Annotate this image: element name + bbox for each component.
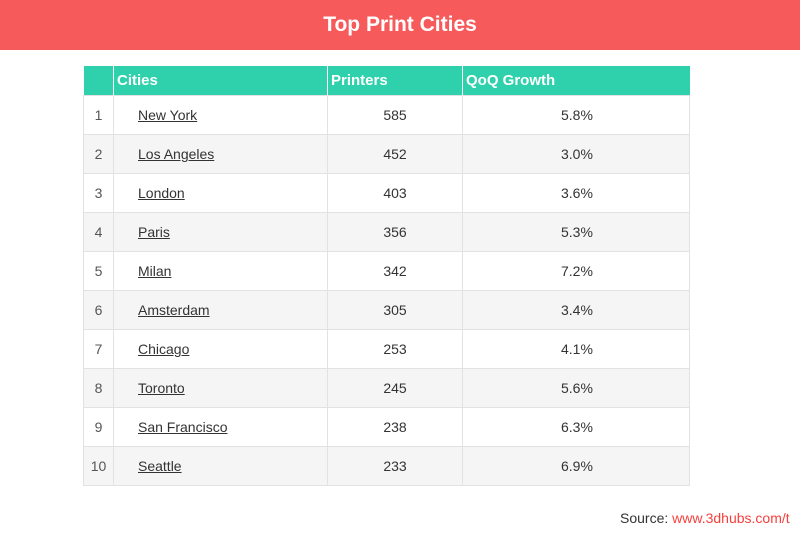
growth-cell: 5.6% <box>462 368 690 408</box>
city-link[interactable]: Amsterdam <box>138 302 210 318</box>
city-link[interactable]: London <box>138 185 185 201</box>
table-row: 8 Toronto 245 5.6% <box>83 368 690 408</box>
city-link[interactable]: Los Angeles <box>138 146 215 162</box>
table-row: 2 Los Angeles 452 3.0% <box>83 134 690 174</box>
source-link[interactable]: www.3dhubs.com/t <box>672 510 790 526</box>
city-cell: Paris <box>113 212 328 252</box>
column-header-growth[interactable]: QoQ Growth <box>462 66 690 96</box>
rank-cell: 1 <box>83 95 114 135</box>
city-link[interactable]: Paris <box>138 224 170 240</box>
printers-cell: 452 <box>327 134 463 174</box>
source-label: Source: <box>620 510 669 526</box>
printers-cell: 585 <box>327 95 463 135</box>
rank-cell: 5 <box>83 251 114 291</box>
rank-cell: 4 <box>83 212 114 252</box>
growth-cell: 6.9% <box>462 446 690 486</box>
printers-cell: 305 <box>327 290 463 330</box>
source-note: Source: www.3dhubs.com/t <box>620 510 790 526</box>
rank-cell: 2 <box>83 134 114 174</box>
growth-cell: 6.3% <box>462 407 690 447</box>
page-header: Top Print Cities <box>0 0 800 50</box>
table-body: 1 New York 585 5.8% 2 Los Angeles 452 3.0% 3 Lond… <box>83 95 690 486</box>
city-cell: Chicago <box>113 329 328 369</box>
city-link[interactable]: Chicago <box>138 341 190 357</box>
city-link[interactable]: New York <box>138 107 198 123</box>
city-link[interactable]: Seattle <box>138 458 182 474</box>
growth-cell: 4.1% <box>462 329 690 369</box>
city-link[interactable]: San Francisco <box>138 419 228 435</box>
printers-cell: 233 <box>327 446 463 486</box>
printers-cell: 356 <box>327 212 463 252</box>
column-header-rank <box>83 66 114 96</box>
page-title: Top Print Cities <box>323 13 477 36</box>
city-cell: New York <box>113 95 328 135</box>
rank-cell: 6 <box>83 290 114 330</box>
table-row: 6 Amsterdam 305 3.4% <box>83 290 690 330</box>
city-cell: Amsterdam <box>113 290 328 330</box>
printers-cell: 238 <box>327 407 463 447</box>
rank-cell: 9 <box>83 407 114 447</box>
rank-cell: 8 <box>83 368 114 408</box>
column-header-cities[interactable]: Cities <box>113 66 328 96</box>
city-link[interactable]: Milan <box>138 263 172 279</box>
growth-cell: 5.3% <box>462 212 690 252</box>
growth-cell: 7.2% <box>462 251 690 291</box>
city-cell: San Francisco <box>113 407 328 447</box>
cities-table: Cities Printers QoQ Growth 1 New York 585 5… <box>83 66 690 486</box>
table-row: 7 Chicago 253 4.1% <box>83 329 690 369</box>
growth-cell: 3.6% <box>462 173 690 213</box>
growth-cell: 3.4% <box>462 290 690 330</box>
printers-cell: 403 <box>327 173 463 213</box>
city-cell: Toronto <box>113 368 328 408</box>
table-row: 5 Milan 342 7.2% <box>83 251 690 291</box>
city-cell: Los Angeles <box>113 134 328 174</box>
city-cell: London <box>113 173 328 213</box>
printers-cell: 245 <box>327 368 463 408</box>
rank-cell: 7 <box>83 329 114 369</box>
column-header-printers[interactable]: Printers <box>327 66 463 96</box>
city-link[interactable]: Toronto <box>138 380 185 396</box>
growth-cell: 3.0% <box>462 134 690 174</box>
printers-cell: 342 <box>327 251 463 291</box>
rank-cell: 10 <box>83 446 114 486</box>
growth-cell: 5.8% <box>462 95 690 135</box>
table-row: 3 London 403 3.6% <box>83 173 690 213</box>
table-header-row: Cities Printers QoQ Growth <box>83 66 690 96</box>
table-row: 1 New York 585 5.8% <box>83 95 690 135</box>
city-cell: Seattle <box>113 446 328 486</box>
table-row: 4 Paris 356 5.3% <box>83 212 690 252</box>
printers-cell: 253 <box>327 329 463 369</box>
table-row: 9 San Francisco 238 6.3% <box>83 407 690 447</box>
city-cell: Milan <box>113 251 328 291</box>
rank-cell: 3 <box>83 173 114 213</box>
table-row: 10 Seattle 233 6.9% <box>83 446 690 486</box>
